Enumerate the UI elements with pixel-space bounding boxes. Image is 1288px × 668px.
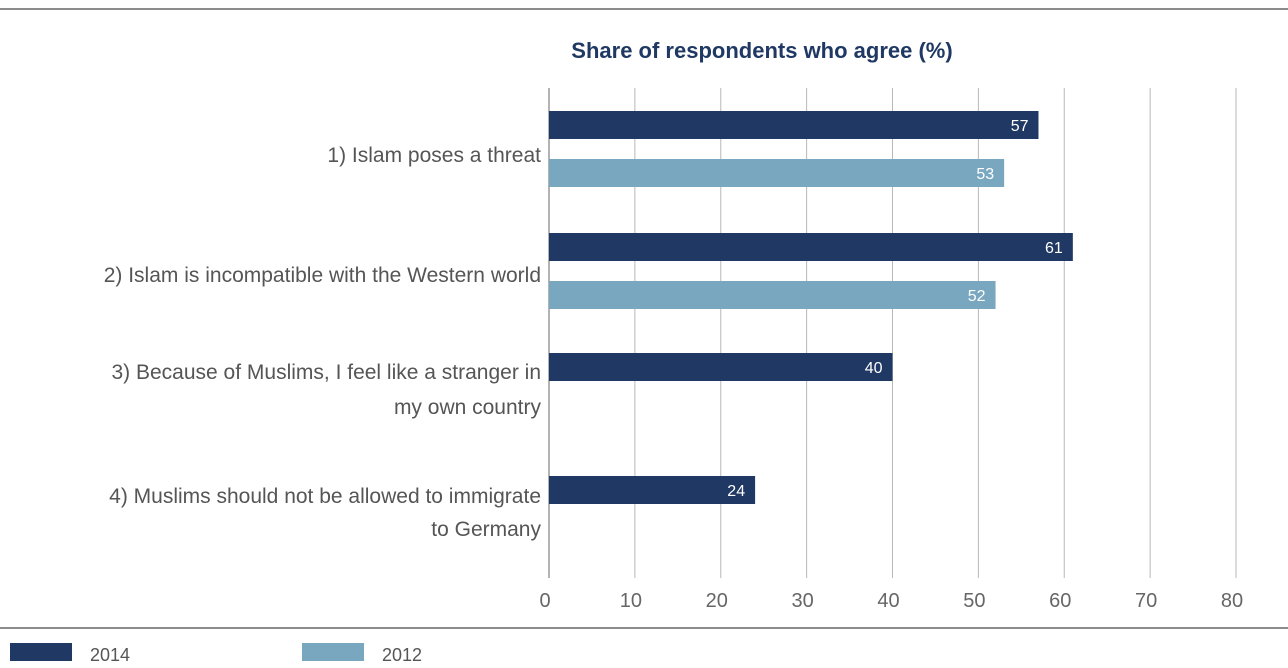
x-tick-label: 80 bbox=[1221, 590, 1243, 612]
category-label: 1) Islam poses a threat bbox=[327, 144, 541, 167]
data-label: 52 bbox=[968, 288, 986, 305]
category-label: 2) Islam is incompatible with the Wester… bbox=[104, 264, 541, 287]
legend-label-2014: 2014 bbox=[90, 645, 130, 665]
category-label: to Germany bbox=[431, 518, 541, 541]
x-tick-label: 0 bbox=[539, 590, 550, 612]
data-label: 24 bbox=[727, 483, 745, 500]
x-tick-label: 60 bbox=[1049, 590, 1071, 612]
x-tick-label: 10 bbox=[620, 590, 642, 612]
bars: 57 53 61 52 40 24 bbox=[549, 111, 1073, 504]
legend: 2014 2012 bbox=[10, 643, 422, 665]
category-labels: 1) Islam poses a threat 2) Islam is incom… bbox=[104, 144, 542, 541]
data-label: 53 bbox=[976, 166, 994, 183]
chart-title: Share of respondents who agree (%) bbox=[571, 38, 952, 63]
x-tick-label: 50 bbox=[963, 590, 985, 612]
bar-2014-cat1 bbox=[549, 111, 1039, 139]
data-label: 40 bbox=[865, 360, 883, 377]
bar-2014-cat2 bbox=[549, 233, 1073, 261]
data-label: 57 bbox=[1011, 118, 1029, 135]
x-tick-label: 70 bbox=[1135, 590, 1157, 612]
legend-swatch-2012 bbox=[302, 643, 364, 661]
data-label: 61 bbox=[1045, 240, 1063, 257]
bar-2014-cat4 bbox=[549, 476, 756, 504]
x-tick-label: 30 bbox=[792, 590, 814, 612]
legend-label-2012: 2012 bbox=[382, 645, 422, 665]
category-label: 4) Muslims should not be allowed to immi… bbox=[109, 485, 541, 508]
bar-2014-cat3 bbox=[549, 353, 893, 381]
legend-swatch-2014 bbox=[10, 643, 72, 661]
bar-2012-cat2 bbox=[549, 281, 996, 309]
x-tick-label: 20 bbox=[706, 590, 728, 612]
bar-2012-cat1 bbox=[549, 159, 1005, 187]
category-label: my own country bbox=[394, 396, 542, 419]
x-tick-label: 40 bbox=[877, 590, 899, 612]
x-axis-ticks: 0 10 20 30 40 50 60 70 80 bbox=[539, 590, 1243, 612]
category-label: 3) Because of Muslims, I feel like a str… bbox=[111, 361, 541, 384]
